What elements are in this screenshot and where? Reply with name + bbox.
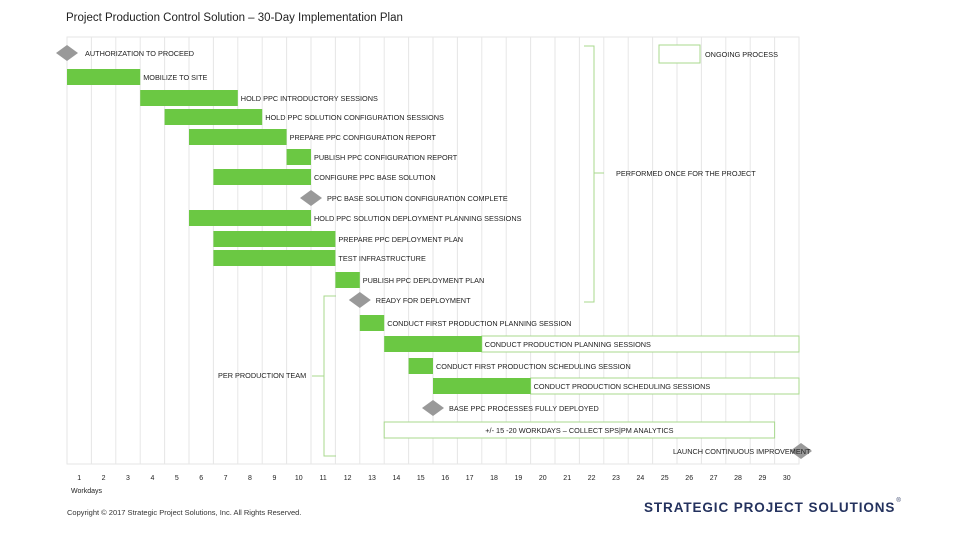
task-bar [384, 336, 482, 352]
task-label: PUBLISH PPC DEPLOYMENT PLAN [363, 276, 485, 285]
milestone-diamond [56, 45, 78, 61]
ongoing-bar [383, 421, 776, 439]
x-tick-label: 30 [783, 475, 791, 482]
task-label: CONDUCT FIRST PRODUCTION PLANNING SESSIO… [387, 319, 571, 328]
task-label: CONDUCT PRODUCTION SCHEDULING SESSIONS [534, 382, 711, 391]
x-tick-label: 3 [126, 475, 130, 482]
task-bar [164, 109, 263, 125]
x-tick-label: 8 [248, 475, 252, 482]
registered-mark: ® [896, 498, 902, 504]
x-tick-label: 29 [759, 475, 767, 482]
x-tick-label: 9 [272, 475, 276, 482]
x-tick-label: 24 [637, 475, 645, 482]
task-bar [213, 231, 336, 247]
x-tick-label: 11 [320, 475, 327, 482]
task-label: LAUNCH CONTINUOUS IMPROVEMENT [673, 447, 811, 456]
task-bar [67, 69, 141, 85]
task-bar [408, 358, 433, 374]
logo-text: STRATEGIC PROJECT SOLUTIONS [644, 500, 896, 515]
task-label: HOLD PPC SOLUTION CONFIGURATION SESSIONS [265, 113, 444, 122]
x-tick-label: 17 [466, 475, 474, 482]
x-tick-label: 4 [150, 475, 154, 482]
x-tick-label: 23 [612, 475, 620, 482]
x-tick-label: 15 [417, 475, 425, 482]
x-tick-label: 19 [515, 475, 523, 482]
x-tick-label: 2 [102, 475, 106, 482]
milestone-diamond [790, 443, 812, 459]
task-label: CONFIGURE PPC BASE SOLUTION [314, 173, 436, 182]
bracket-label: PERFORMED ONCE FOR THE PROJECT [616, 169, 756, 178]
task-bar [140, 90, 238, 106]
task-bar [189, 210, 311, 226]
bracket-label: PER PRODUCTION TEAM [218, 371, 306, 380]
legend-swatch [658, 44, 701, 64]
x-tick-label: 6 [199, 475, 203, 482]
bracket-per-team [312, 295, 336, 457]
task-label: CONDUCT FIRST PRODUCTION SCHEDULING SESS… [436, 362, 631, 371]
x-tick-label: 21 [563, 475, 571, 482]
page-title: Project Production Control Solution – 30… [66, 12, 403, 24]
x-tick-label: 5 [175, 475, 179, 482]
task-bar [189, 129, 287, 145]
x-tick-label: 13 [368, 475, 376, 482]
task-label: CONDUCT PRODUCTION PLANNING SESSIONS [485, 340, 651, 349]
company-logo: STRATEGIC PROJECT SOLUTIONS® [644, 498, 902, 515]
task-label: +/- 15 -20 WORKDAYS – COLLECT SPS|PM ANA… [485, 426, 673, 435]
task-label: HOLD PPC SOLUTION DEPLOYMENT PLANNING SE… [314, 214, 522, 223]
x-axis-label: Workdays [71, 488, 102, 495]
copyright-text: Copyright © 2017 Strategic Project Solut… [67, 508, 302, 517]
legend-label: ONGOING PROCESS [705, 50, 778, 59]
task-label: PPC BASE SOLUTION CONFIGURATION COMPLETE [327, 194, 508, 203]
x-tick-label: 28 [734, 475, 742, 482]
x-tick-label: 26 [685, 475, 693, 482]
x-tick-label: 16 [441, 475, 449, 482]
task-bar [213, 250, 336, 266]
x-tick-label: 7 [224, 475, 228, 482]
x-tick-label: 14 [393, 475, 401, 482]
x-tick-label: 20 [539, 475, 547, 482]
milestone-diamond [348, 292, 371, 308]
milestone-diamond [422, 400, 444, 416]
task-label: PUBLISH PPC CONFIGURATION REPORT [314, 153, 458, 162]
task-bar [335, 272, 360, 288]
x-tick-label: 27 [710, 475, 718, 482]
task-label: HOLD PPC INTRODUCTORY SESSIONS [241, 94, 378, 103]
task-label: TEST INFRASTRUCTURE [338, 254, 426, 263]
task-label: PREPARE PPC CONFIGURATION REPORT [290, 133, 437, 142]
x-tick-label: 25 [661, 475, 669, 482]
task-bar [213, 169, 311, 185]
milestone-diamond [300, 190, 322, 206]
task-label: PREPARE PPC DEPLOYMENT PLAN [338, 235, 463, 244]
bracket-once [584, 45, 604, 303]
task-label: READY FOR DEPLOYMENT [376, 296, 471, 305]
x-tick-label: 10 [295, 475, 303, 482]
x-tick-label: 1 [77, 475, 81, 482]
x-tick-label: 18 [490, 475, 498, 482]
x-tick-label: 22 [588, 475, 596, 482]
x-tick-label: 12 [344, 475, 352, 482]
task-label: BASE PPC PROCESSES FULLY DEPLOYED [449, 404, 599, 413]
task-label: AUTHORIZATION TO PROCEED [85, 49, 194, 58]
task-bar [433, 378, 531, 394]
task-bar [286, 149, 311, 165]
task-bar [359, 315, 385, 331]
task-label: MOBILIZE TO SITE [143, 73, 207, 82]
